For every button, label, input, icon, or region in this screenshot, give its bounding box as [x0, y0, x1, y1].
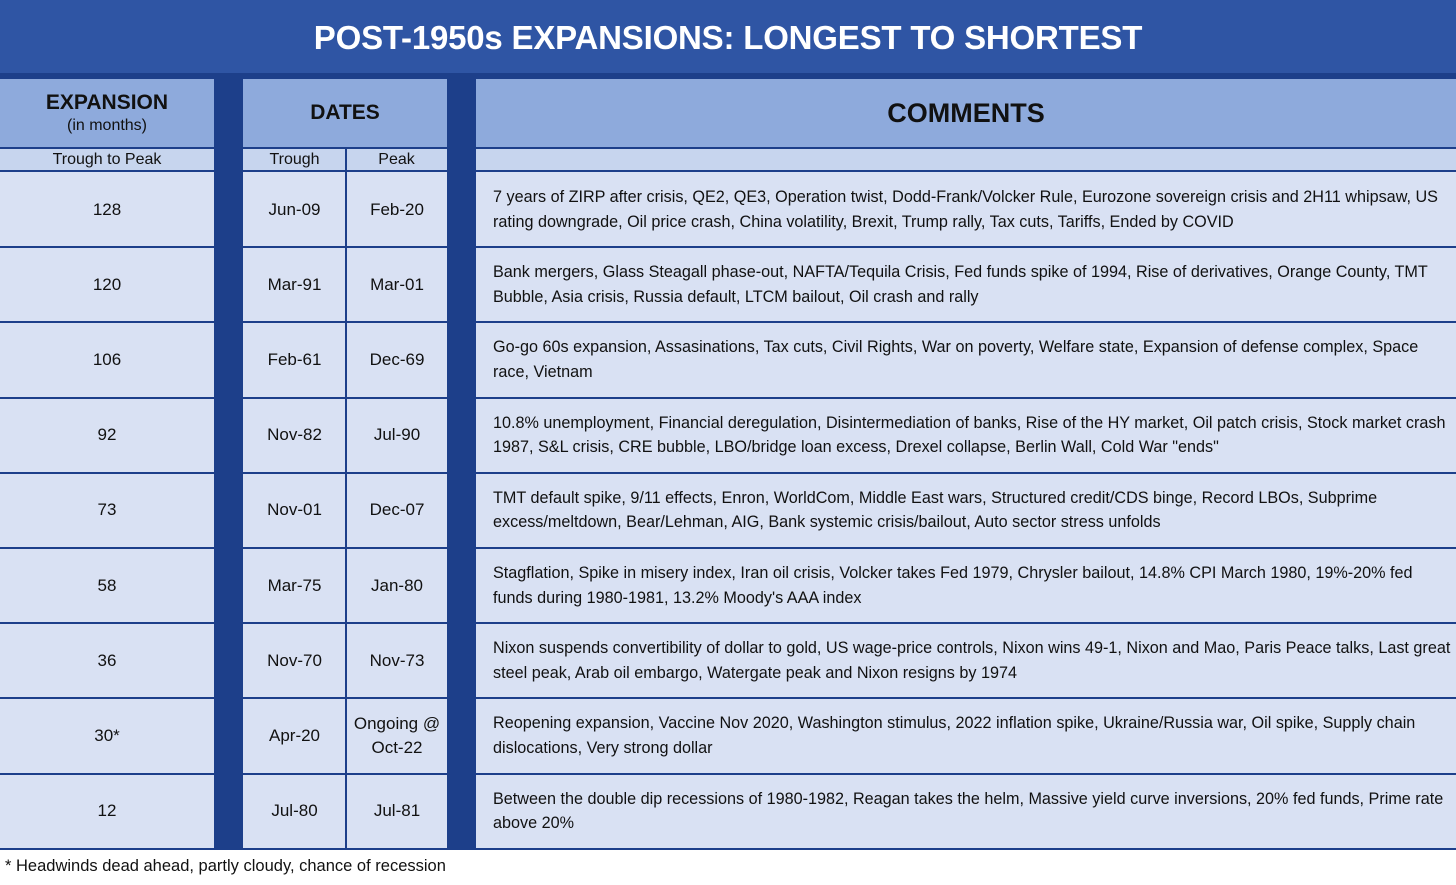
trough-date-cell: Jun-09: [268, 199, 321, 219]
expansion-header-unit: (in months): [66, 117, 148, 134]
expansion-months-cell: 30*: [94, 725, 120, 745]
trough-date-cell: Jul-80: [271, 801, 318, 821]
row-divider: [476, 622, 1456, 625]
trough-subheader: Trough: [243, 147, 346, 172]
row-divider: [476, 772, 1456, 775]
expansion-months-cell: 128: [92, 199, 122, 219]
row-divider: [0, 396, 214, 399]
expansion-subheader: Trough to Peak: [0, 147, 214, 172]
comment-cell: Nixon suspends convertibility of dollar …: [493, 639, 1451, 682]
trough-date-cell: Nov-70: [267, 650, 322, 670]
row-divider: [0, 772, 214, 775]
peak-date-cell: Jan-80: [371, 575, 423, 595]
row-divider: [243, 396, 447, 399]
row-divider: [476, 697, 1456, 700]
comments-panel: [476, 79, 1456, 848]
peak-date-cell: Dec-69: [369, 349, 425, 369]
comment-cell: Stagflation, Spike in misery index, Iran…: [493, 564, 1413, 607]
expansion-months-cell: 36: [97, 650, 117, 670]
peak-date-cell: Nov-73: [369, 650, 425, 670]
expansion-months-cell: 73: [97, 500, 117, 520]
footnote: * Headwinds dead ahead, partly cloudy, c…: [5, 857, 446, 875]
dates-divider: [345, 147, 347, 848]
peak-date-cell: Dec-07: [369, 500, 425, 520]
peak-date-cell: Mar-01: [370, 274, 424, 294]
trough-date-cell: Nov-82: [267, 425, 322, 445]
comment-cell: 10.8% unemployment, Financial deregulati…: [493, 413, 1446, 457]
dates-header: DATES: [243, 79, 447, 147]
expansion-months-cell: 120: [92, 274, 122, 294]
row-divider: [0, 321, 214, 324]
row-divider: [476, 471, 1456, 474]
comment-cell: Between the double dip recessions of 198…: [493, 789, 1444, 833]
comments-subheader: [476, 147, 1456, 172]
row-divider: [476, 246, 1456, 249]
expansion-months-cell: 12: [97, 801, 117, 821]
page-title: POST-1950s EXPANSIONS: LONGEST TO SHORTE…: [0, 0, 1456, 75]
row-divider: [476, 547, 1456, 549]
row-divider: [0, 622, 214, 625]
trough-date-cell: Mar-75: [267, 575, 322, 595]
row-divider: [243, 321, 447, 324]
comments-header: COMMENTS: [476, 79, 1456, 147]
comment-cell: TMT default spike, 9/11 effects, Enron, …: [493, 488, 1378, 532]
row-divider: [0, 471, 214, 474]
trough-date-cell: Apr-20: [268, 725, 321, 745]
row-divider: [0, 246, 214, 249]
comment-cell: 7 years of ZIRP after crisis, QE2, QE3, …: [493, 188, 1438, 231]
peak-date-cell: Jul-81: [373, 801, 421, 821]
trough-date-cell: Feb-61: [267, 349, 322, 369]
row-divider: [243, 697, 447, 700]
row-divider: [243, 772, 447, 775]
comment-cell: Bank mergers, Glass Steagall phase-out, …: [493, 263, 1428, 306]
row-divider: [476, 321, 1456, 324]
trough-date-cell: Nov-01: [267, 500, 322, 520]
row-divider: [0, 697, 214, 700]
expansion-header-label: EXPANSION: [45, 91, 169, 114]
dates-header-label: DATES: [310, 101, 380, 124]
row-divider: [243, 622, 447, 625]
expansion-months-cell: 106: [92, 349, 122, 369]
comments-header-label: COMMENTS: [887, 97, 1045, 128]
expansion-header: EXPANSION (in months): [0, 79, 214, 147]
peak-date-cell: Ongoing @ Oct-22: [353, 713, 441, 757]
peak-date-cell: Feb-20: [370, 199, 424, 219]
comment-cell: Go-go 60s expansion, Assasinations, Tax …: [493, 338, 1419, 381]
row-divider: [243, 471, 447, 474]
expansion-months-cell: 58: [97, 575, 117, 595]
comment-cell: Reopening expansion, Vaccine Nov 2020, W…: [493, 714, 1416, 757]
expansion-panel: [0, 79, 214, 848]
row-divider: [243, 246, 447, 249]
trough-date-cell: Mar-91: [267, 274, 322, 294]
row-divider: [0, 547, 214, 549]
expansion-months-cell: 92: [97, 425, 117, 445]
peak-subheader: Peak: [346, 147, 447, 172]
row-divider: [476, 396, 1456, 399]
row-divider: [243, 547, 447, 549]
peak-date-cell: Jul-90: [373, 425, 421, 445]
